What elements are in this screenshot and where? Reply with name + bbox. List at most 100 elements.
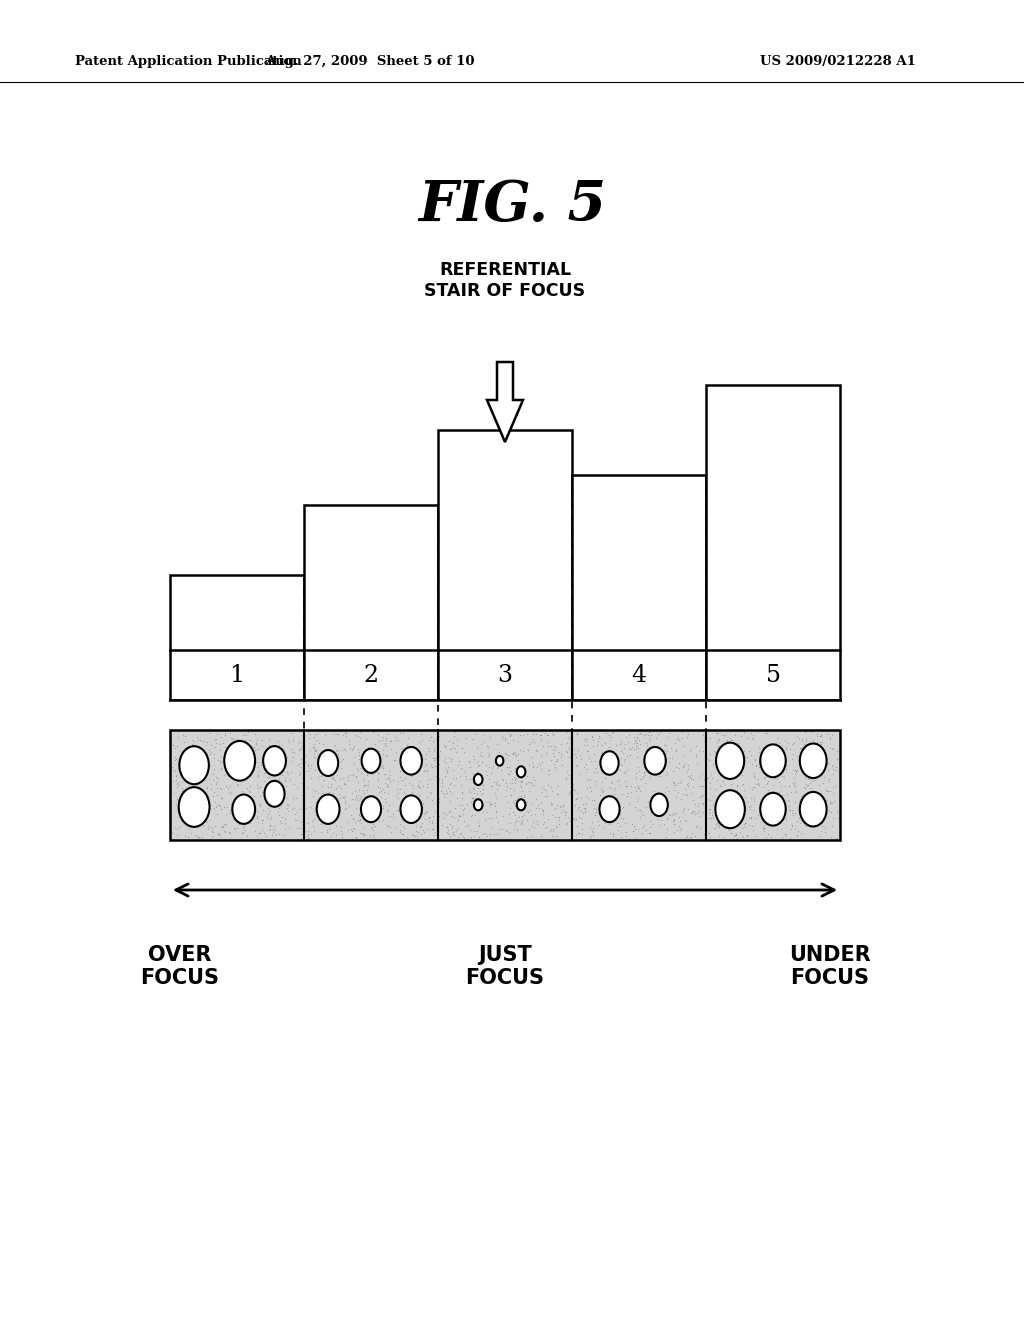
Point [698,784,715,805]
Point [589,762,605,783]
Point [521,780,538,801]
Point [430,810,446,832]
Point [695,801,712,822]
Point [267,824,284,845]
Point [370,770,386,791]
Point [825,791,842,812]
Point [188,826,205,847]
Point [340,766,356,787]
Point [782,739,799,760]
Point [584,812,600,833]
Point [190,828,207,849]
Point [754,804,770,825]
Point [560,726,577,747]
Point [267,783,284,804]
Point [178,747,195,768]
Point [616,762,633,783]
Point [198,800,214,821]
Point [322,741,338,762]
Point [266,820,283,841]
Point [594,735,610,756]
Point [607,805,624,826]
Point [682,766,698,787]
Point [736,779,753,800]
Point [287,803,303,824]
Point [717,742,733,763]
Point [458,727,474,748]
Point [451,804,467,825]
Point [822,792,839,813]
Point [733,817,750,838]
Point [828,760,845,781]
Point [212,796,228,817]
Point [605,784,622,805]
Point [504,774,520,795]
Point [723,774,739,795]
Point [262,818,279,840]
Point [630,788,646,809]
Point [554,754,570,775]
Point [695,768,712,789]
Point [240,731,256,752]
Point [505,801,521,822]
Point [233,812,250,833]
Point [328,816,344,837]
Point [351,758,368,779]
Point [334,739,350,760]
Point [239,746,255,767]
Point [522,772,539,793]
Point [656,750,673,771]
Point [692,776,709,797]
Point [560,739,577,760]
Point [446,738,463,759]
Point [591,814,607,836]
Point [720,768,736,789]
Point [228,729,245,750]
Point [470,760,486,781]
Point [585,735,601,756]
Point [184,730,201,751]
Point [411,774,427,795]
Point [777,755,794,776]
Point [229,774,246,795]
Point [565,808,582,829]
Point [440,777,457,799]
Point [548,797,564,818]
Point [335,787,351,808]
Point [387,748,403,770]
Point [785,760,802,781]
Point [705,785,721,807]
Point [168,764,184,785]
Point [672,820,688,841]
Point [379,744,395,766]
Point [241,795,257,816]
Point [298,746,314,767]
Point [423,789,439,810]
Point [264,752,281,774]
Point [751,750,767,771]
Point [796,795,812,816]
Point [785,772,802,793]
Point [487,801,504,822]
Point [260,754,276,775]
Point [798,814,814,836]
Ellipse shape [760,744,785,777]
Point [735,803,752,824]
Point [359,771,376,792]
Point [189,810,206,832]
Point [169,789,185,810]
Point [182,743,199,764]
Point [180,807,197,828]
Point [242,730,258,751]
Point [461,779,477,800]
Point [739,727,756,748]
Point [702,764,719,785]
Point [273,747,290,768]
Point [512,760,528,781]
Point [804,737,820,758]
Point [684,768,700,789]
Point [687,826,703,847]
Point [706,754,722,775]
Point [428,799,444,820]
Point [410,825,426,846]
